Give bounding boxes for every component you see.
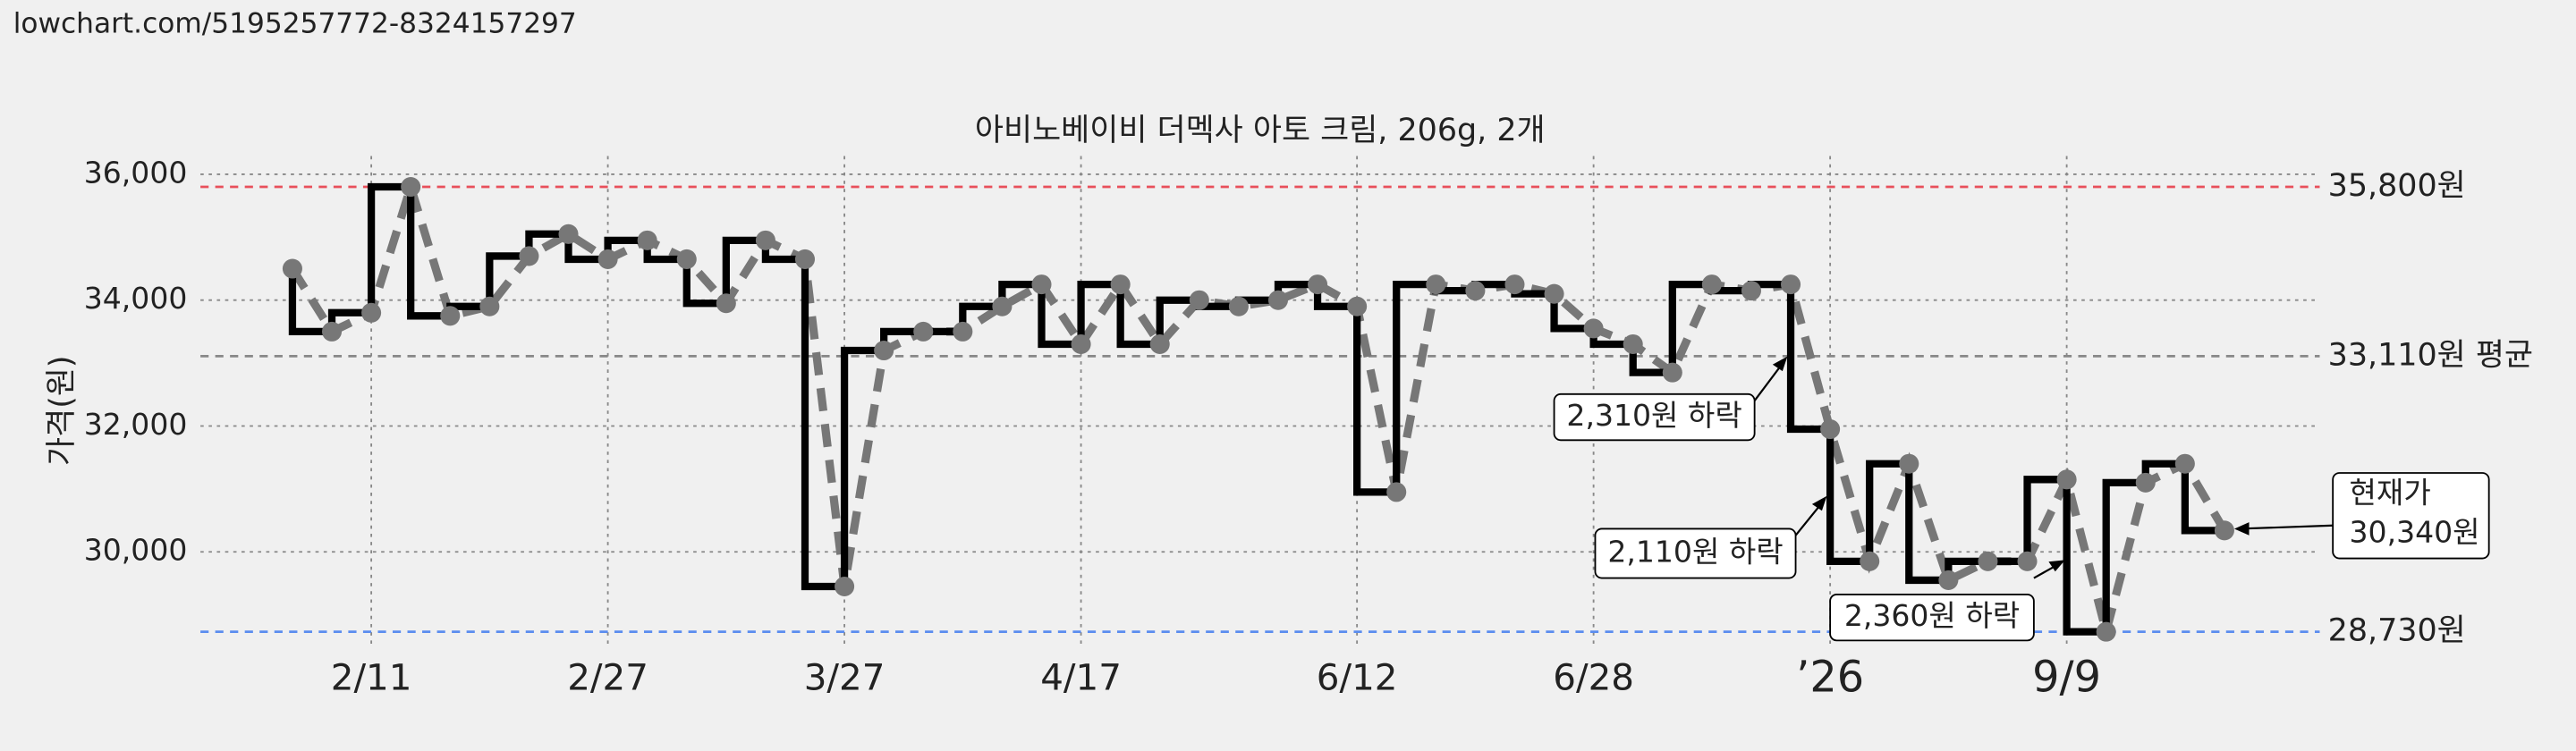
reference-label: 28,730원 — [2328, 613, 2466, 649]
point — [440, 306, 461, 326]
point — [1544, 283, 1564, 304]
point — [1978, 551, 1998, 571]
point — [716, 293, 736, 314]
point — [1308, 274, 1328, 295]
point — [2214, 520, 2234, 541]
point — [2056, 469, 2077, 490]
point — [2174, 453, 2195, 474]
x-tick-label: 9/9 — [2032, 653, 2101, 702]
point — [874, 341, 894, 361]
x-tick-label: 3/27 — [804, 655, 886, 698]
point — [1426, 274, 1446, 295]
x-tick-label: 6/12 — [1317, 655, 1398, 698]
point — [755, 230, 775, 250]
point — [2017, 551, 2038, 571]
point — [322, 321, 343, 342]
annotation-current: 현재가 30,340원 — [2233, 472, 2490, 560]
point — [1149, 333, 1170, 355]
point — [637, 230, 657, 250]
y-tick-label: 34,000 — [84, 281, 188, 316]
x-tick-label: ’26 — [1796, 653, 1864, 702]
point — [2135, 472, 2156, 493]
y-tick-label: 32,000 — [84, 407, 188, 442]
point — [1781, 274, 1801, 295]
point — [1189, 290, 1209, 310]
point — [1110, 274, 1131, 295]
point — [361, 302, 382, 323]
annotation-text: 2,110원 하락 — [1607, 535, 1783, 570]
point — [1623, 333, 1643, 355]
point — [282, 258, 302, 279]
point — [1031, 274, 1052, 295]
point — [1465, 281, 1486, 301]
dashed-line — [289, 173, 2228, 648]
y-tick-label: 30,000 — [84, 533, 188, 568]
point — [558, 224, 579, 244]
point — [479, 296, 500, 316]
point — [1899, 453, 1919, 474]
point — [1583, 318, 1604, 339]
point — [676, 249, 697, 269]
point — [992, 296, 1013, 316]
point — [913, 321, 934, 342]
annotation-text: 30,340원 — [2350, 514, 2480, 549]
point — [1386, 482, 1407, 502]
point — [1347, 296, 1368, 316]
chart-title: 아비노베이비 더멕사 아토 크림, 206g, 2개 — [975, 113, 1546, 148]
annotation-text: 2,360원 하락 — [1844, 598, 2020, 633]
point — [1228, 296, 1249, 316]
point — [1820, 418, 1841, 440]
point — [2096, 621, 2116, 642]
point — [1071, 333, 1091, 355]
point — [835, 576, 855, 596]
url: lowchart.com/5195257772-8324157297 — [13, 8, 577, 40]
annotation-3: 2,360원 하락 — [1829, 560, 2065, 642]
annotation-text: 2,310원 하락 — [1566, 398, 1741, 433]
point — [1504, 274, 1525, 295]
y-tick-label: 36,000 — [84, 155, 188, 190]
point — [519, 246, 539, 266]
x-tick-label: 6/28 — [1553, 655, 1634, 698]
point — [1267, 290, 1288, 310]
point — [1741, 281, 1761, 301]
x-tick-label: 2/27 — [567, 655, 648, 698]
x-tick-label: 4/17 — [1040, 655, 1122, 698]
y-axis-label: 가격(원) — [44, 355, 80, 465]
annotation-text: 현재가 — [2350, 475, 2431, 510]
point — [401, 176, 421, 198]
point — [1662, 362, 1682, 383]
point — [1938, 570, 1959, 590]
annotation-2: 2,110원 하락 — [1594, 495, 1827, 579]
point — [1701, 274, 1722, 295]
step-line — [288, 182, 2224, 636]
x-tick-label: 2/11 — [331, 655, 412, 698]
point — [1860, 551, 1880, 571]
point — [597, 249, 618, 269]
point — [794, 249, 816, 269]
annotation-1: 2,310원 하락 — [1553, 356, 1788, 442]
reference-label: 35,800원 — [2328, 168, 2466, 204]
reference-label: 33,110원 평균 — [2328, 337, 2533, 373]
point — [953, 321, 973, 342]
